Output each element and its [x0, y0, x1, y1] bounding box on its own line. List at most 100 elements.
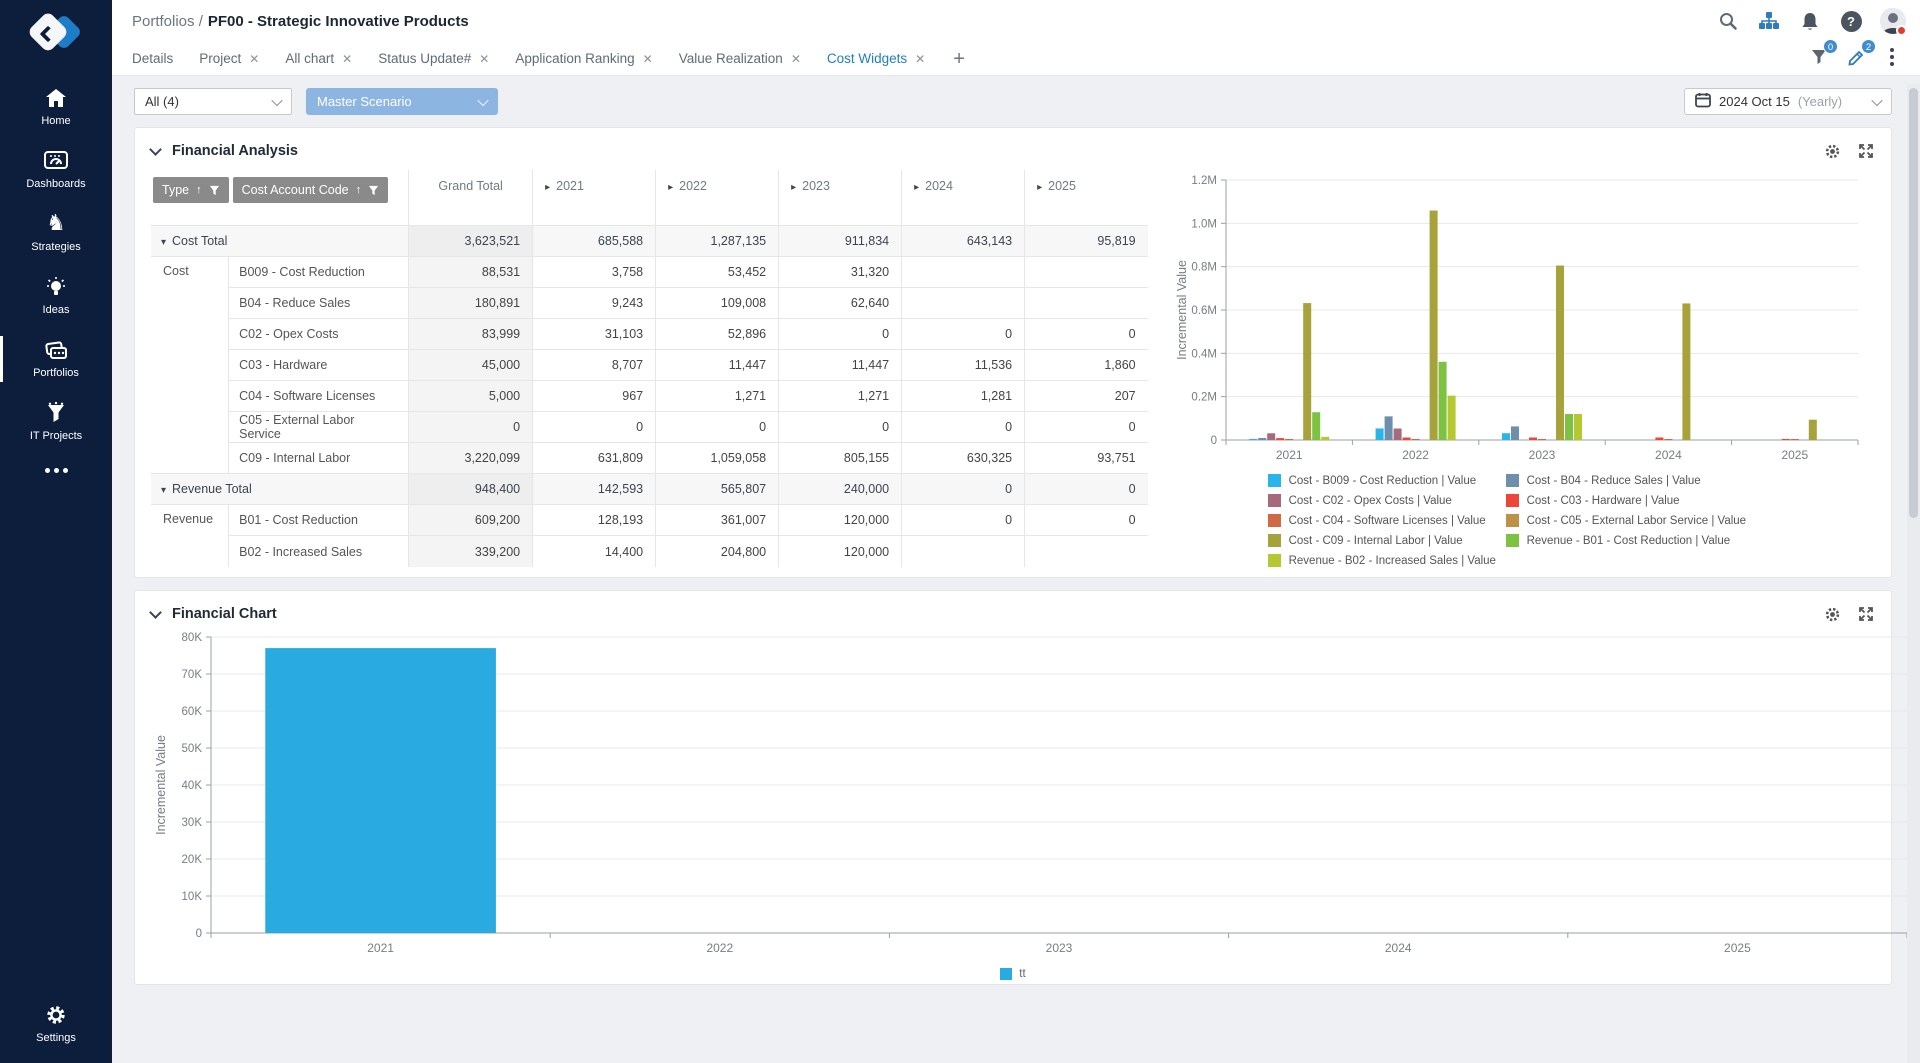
close-icon[interactable]: ✕ [643, 53, 653, 65]
tab-details[interactable]: Details [132, 51, 173, 66]
avatar[interactable] [1880, 9, 1904, 33]
column-filter-icon [368, 185, 379, 196]
table-row[interactable]: C05 - External Labor Service 0 0 0 0 0 0 [151, 412, 1148, 443]
chess-knight-icon: ♞ [44, 212, 68, 236]
edit-icon[interactable]: 2 [1846, 46, 1868, 68]
search-icon[interactable] [1716, 9, 1740, 33]
close-icon[interactable]: ✕ [342, 53, 352, 65]
sidebar-item-label: Ideas [43, 304, 70, 316]
sidebar-item-settings[interactable]: Settings [0, 995, 112, 1053]
year-header[interactable]: ▸2022 [656, 170, 779, 226]
collection-filter-select[interactable]: All (4) [134, 88, 292, 115]
tab-value-realization[interactable]: Value Realization✕ [679, 51, 801, 66]
tab-cost-widgets[interactable]: Cost Widgets✕ [827, 51, 925, 66]
close-icon[interactable]: ✕ [249, 53, 259, 65]
legend-label: Cost - B04 - Reduce Sales | Value [1527, 475, 1701, 487]
tab-status-update[interactable]: Status Update#✕ [378, 51, 489, 66]
svg-text:2025: 2025 [1781, 448, 1808, 462]
table-row[interactable]: C03 - Hardware 45,000 8,707 11,447 11,44… [151, 350, 1148, 381]
app-logo-icon[interactable] [29, 10, 83, 60]
filter-icon[interactable]: 0 [1808, 46, 1830, 68]
breadcrumb[interactable]: Portfolios / [132, 13, 203, 30]
revenue-total-row[interactable]: ▾Revenue Total 948,400 142,593 565,807 2… [151, 474, 1148, 505]
tab-all-chart[interactable]: All chart✕ [285, 51, 352, 66]
section-title: Financial Analysis [172, 143, 298, 159]
expand-year-icon: ▸ [791, 182, 796, 193]
legend-item[interactable]: Cost - C05 - External Labor Service | Va… [1506, 514, 1756, 527]
svg-text:0: 0 [196, 928, 202, 940]
sidebar-item-home[interactable]: Home [0, 78, 112, 136]
widget-settings-gear-icon[interactable] [1823, 605, 1841, 623]
table-row[interactable]: C04 - Software Licenses 5,000 967 1,271 … [151, 381, 1148, 412]
table-row[interactable]: Revenue B01 - Cost Reduction 609,200 128… [151, 505, 1148, 536]
gear-icon [44, 1003, 68, 1027]
legend-item[interactable]: Cost - B04 - Reduce Sales | Value [1506, 474, 1756, 487]
more-options-icon[interactable] [1884, 46, 1900, 68]
code-column-header-button[interactable]: Cost Account Code ↑ [233, 177, 389, 203]
expand-icon[interactable] [1857, 142, 1875, 160]
grand-total-header: Grand Total [409, 170, 533, 226]
sidebar-item-portfolios[interactable]: Portfolios [0, 330, 112, 388]
collapse-icon[interactable] [149, 143, 162, 156]
help-icon[interactable]: ? [1839, 9, 1863, 33]
svg-text:30K: 30K [182, 817, 203, 829]
scenario-select[interactable]: Master Scenario [306, 88, 498, 115]
collapse-icon[interactable] [149, 606, 162, 619]
legend-swatch [1268, 494, 1281, 507]
svg-text:0.6M: 0.6M [1191, 305, 1217, 317]
notifications-bell-icon[interactable] [1798, 9, 1822, 33]
svg-text:1.0M: 1.0M [1191, 218, 1217, 230]
svg-text:50K: 50K [182, 743, 203, 755]
table-row[interactable]: C09 - Internal Labor 3,220,099 631,809 1… [151, 443, 1148, 474]
close-icon[interactable]: ✕ [791, 53, 801, 65]
legend-item[interactable]: Cost - B009 - Cost Reduction | Value [1268, 474, 1506, 487]
year-header[interactable]: ▸2024 [902, 170, 1025, 226]
legend-item[interactable]: Cost - C04 - Software Licenses | Value [1268, 514, 1506, 527]
svg-text:0.4M: 0.4M [1191, 348, 1217, 360]
hierarchy-icon[interactable] [1757, 9, 1781, 33]
tab-project[interactable]: Project✕ [199, 51, 259, 66]
legend-item[interactable]: Cost - C03 - Hardware | Value [1506, 494, 1756, 507]
date-picker[interactable]: 2024 Oct 15 (Yearly) [1684, 88, 1892, 115]
calendar-icon [1695, 92, 1711, 111]
financial-analysis-chart: 00.2M0.4M0.6M0.8M1.0M1.2M202120222023202… [1172, 170, 1872, 472]
legend-label: Cost - C02 - Opex Costs | Value [1289, 495, 1452, 507]
collapse-group-icon: ▾ [161, 237, 166, 248]
legend-item[interactable]: Revenue - B01 - Cost Reduction | Value [1506, 534, 1756, 547]
svg-text:0.2M: 0.2M [1191, 392, 1217, 404]
type-column-header-button[interactable]: Type ↑ [153, 177, 229, 203]
sidebar-more-icon[interactable] [45, 458, 68, 483]
year-header[interactable]: ▸2021 [533, 170, 656, 226]
legend-swatch [1268, 554, 1281, 567]
chevron-down-icon [477, 94, 488, 105]
close-icon[interactable]: ✕ [915, 53, 925, 65]
table-row[interactable]: Cost B009 - Cost Reduction 88,531 3,758 … [151, 257, 1148, 288]
legend-item[interactable]: Cost - C02 - Opex Costs | Value [1268, 494, 1506, 507]
tab-application-ranking[interactable]: Application Ranking✕ [515, 51, 652, 66]
cost-total-row[interactable]: ▾Cost Total 3,623,521 685,588 1,287,135 … [151, 226, 1148, 257]
legend-swatch [1268, 534, 1281, 547]
close-icon[interactable]: ✕ [479, 53, 489, 65]
table-row[interactable]: C02 - Opex Costs 83,999 31,103 52,896 0 … [151, 319, 1148, 350]
table-row[interactable]: B02 - Increased Sales 339,200 14,400 204… [151, 536, 1148, 567]
sort-icon: ↑ [196, 184, 202, 196]
financial-chart: 010K20K30K40K50K60K70K80K202120222023202… [151, 629, 1920, 963]
table-row[interactable]: B04 - Reduce Sales 180,891 9,243 109,008… [151, 288, 1148, 319]
svg-text:2024: 2024 [1385, 941, 1412, 955]
widget-settings-gear-icon[interactable] [1823, 142, 1841, 160]
sidebar-item-ideas[interactable]: Ideas [0, 267, 112, 325]
add-tab-icon[interactable]: + [953, 49, 965, 69]
year-header[interactable]: ▸2023 [779, 170, 902, 226]
expand-icon[interactable] [1857, 605, 1875, 623]
year-header[interactable]: ▸2025 [1025, 170, 1148, 226]
legend-item[interactable]: Cost - C09 - Internal Labor | Value [1268, 534, 1506, 547]
sidebar-item-it-projects[interactable]: IT Projects [0, 393, 112, 451]
svg-text:80K: 80K [182, 632, 203, 644]
legend-item[interactable]: Revenue - B02 - Increased Sales | Value [1268, 554, 1506, 567]
sidebar-item-label: Portfolios [33, 367, 79, 379]
scrollbar-thumb[interactable] [1909, 88, 1918, 518]
sidebar-item-strategies[interactable]: ♞ Strategies [0, 204, 112, 262]
sidebar-item-dashboards[interactable]: Dashboards [0, 141, 112, 199]
svg-text:10K: 10K [182, 891, 203, 903]
vertical-scrollbar[interactable] [1907, 84, 1920, 1063]
